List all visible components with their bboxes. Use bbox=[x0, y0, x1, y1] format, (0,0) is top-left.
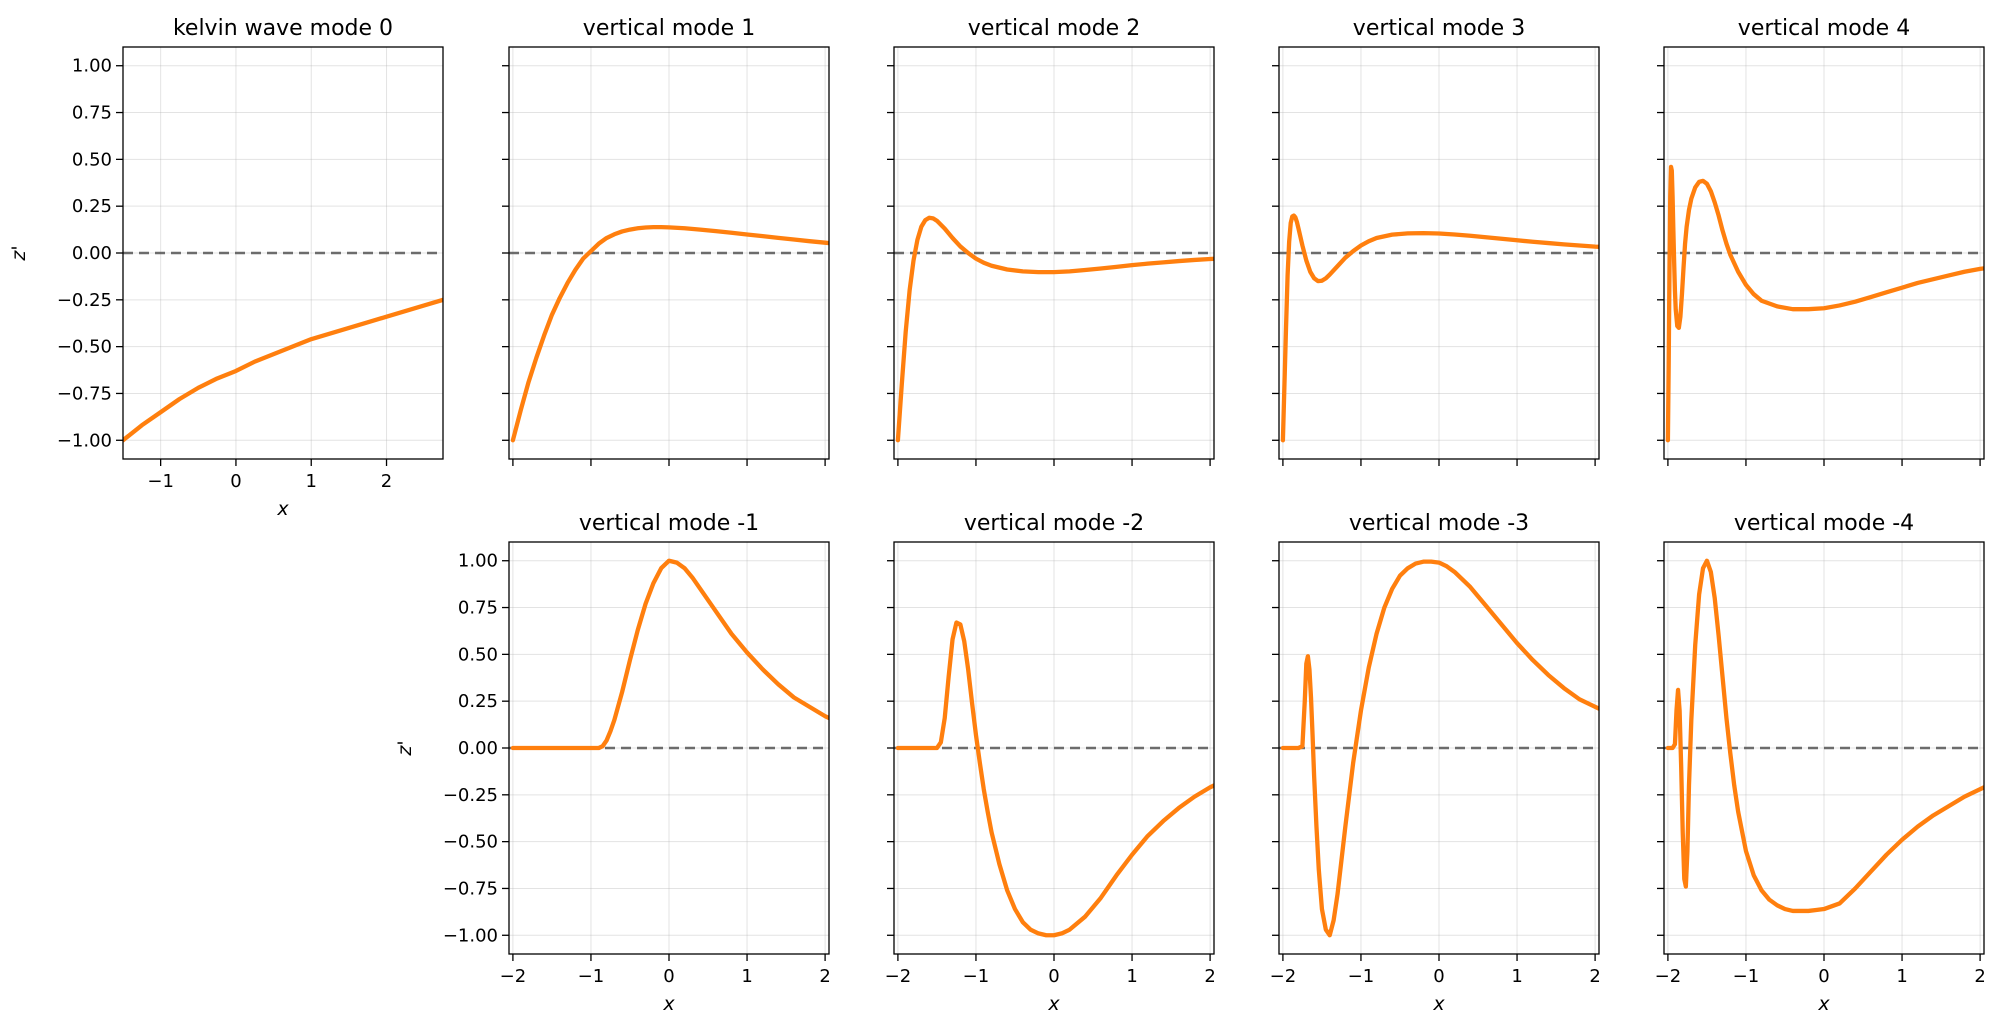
panel-8-xtick-label-4: 2 bbox=[1974, 966, 1985, 987]
panel-8-xtick-label-1: −1 bbox=[1733, 966, 1760, 987]
panel-0-ytick-label-8: 1.00 bbox=[72, 56, 112, 77]
panel-5-xtick-label-1: −1 bbox=[578, 966, 605, 987]
panel-5-ytick-label-2: −0.50 bbox=[443, 832, 498, 853]
panel-6-series-line-0 bbox=[895, 620, 1214, 938]
panel-5-ytick-label-1: −0.75 bbox=[443, 878, 498, 899]
panel-5-xtick-label-4: 2 bbox=[819, 966, 830, 987]
panel-5-title: vertical mode -1 bbox=[579, 511, 759, 536]
panel-1-series-line-0 bbox=[510, 225, 829, 443]
panel-8-xtick-label-3: 1 bbox=[1896, 966, 1907, 987]
panel-6-xtick-label-1: −1 bbox=[963, 966, 990, 987]
panel-0-xlabel: x bbox=[276, 498, 289, 520]
panel-8: −2 −1 0 1 2 vertical mode -4 x bbox=[1655, 511, 1986, 1015]
panel-5-xtick-label-0: −2 bbox=[500, 966, 527, 987]
panel-1: vertical mode 1 bbox=[502, 16, 830, 466]
panel-6-xtick-label-0: −2 bbox=[885, 966, 912, 987]
panel-0-xtick-label-1: 0 bbox=[230, 471, 241, 492]
panel-5-ytick-label-0: −1.00 bbox=[443, 925, 498, 946]
panel-7-xlabel: x bbox=[1432, 993, 1445, 1015]
panel-7-xtick-label-1: −1 bbox=[1348, 966, 1375, 987]
panel-6-xtick-label-3: 1 bbox=[1126, 966, 1137, 987]
panel-6-xlabel: x bbox=[1047, 993, 1060, 1015]
panel-0-ytick-label-6: 0.50 bbox=[72, 149, 112, 170]
panel-0-ytick-label-2: −0.50 bbox=[57, 337, 112, 358]
panel-2-series-line-0 bbox=[895, 215, 1214, 443]
panel-5-ytick-label-4: 0.00 bbox=[458, 738, 498, 759]
panel-5-ytick-label-6: 0.50 bbox=[458, 644, 498, 665]
panel-6: −2 −1 0 1 2 vertical mode -2 x bbox=[885, 511, 1216, 1015]
panel-0-ytick-label-4: 0.00 bbox=[72, 243, 112, 264]
panel-5-series-line-0 bbox=[510, 558, 829, 751]
panel-8-title: vertical mode -4 bbox=[1734, 511, 1914, 536]
panel-5-ytick-label-7: 0.75 bbox=[458, 598, 498, 619]
panel-7-xtick-label-2: 0 bbox=[1433, 966, 1444, 987]
panel-0-ytick-label-0: −1.00 bbox=[57, 430, 112, 451]
panel-7-title: vertical mode -3 bbox=[1349, 511, 1529, 536]
panel-8-xlabel: x bbox=[1817, 993, 1830, 1015]
panel-5-xlabel: x bbox=[662, 993, 675, 1015]
panel-6-xtick-label-2: 0 bbox=[1048, 966, 1059, 987]
panel-6-title: vertical mode -2 bbox=[964, 511, 1144, 536]
panel-0-xtick-label-3: 2 bbox=[381, 471, 392, 492]
panel-8-xtick-label-2: 0 bbox=[1818, 966, 1829, 987]
panel-8-series-line-0 bbox=[1665, 558, 1984, 914]
panel-4-title: vertical mode 4 bbox=[1738, 16, 1910, 41]
panel-5-ytick-label-5: 0.25 bbox=[458, 691, 498, 712]
panel-3-series-line-0 bbox=[1280, 213, 1599, 443]
panel-4: vertical mode 4 bbox=[1657, 16, 1985, 466]
panel-2-title: vertical mode 2 bbox=[968, 16, 1140, 41]
panel-7-series-line-0 bbox=[1280, 559, 1599, 938]
panel-7: −2 −1 0 1 2 vertical mode -3 x bbox=[1270, 511, 1601, 1015]
panel-7-xtick-label-4: 2 bbox=[1589, 966, 1600, 987]
panel-0-ytick-label-7: 0.75 bbox=[72, 103, 112, 124]
panel-0: −1 0 1 2 −1.00 −0.75 −0.50 −0.25 0.00 0.25 0.50 0.7… bbox=[8, 16, 444, 520]
panel-8-xtick-label-0: −2 bbox=[1655, 966, 1682, 987]
panel-0-xtick-label-2: 1 bbox=[306, 471, 317, 492]
panel-5-xtick-label-2: 0 bbox=[663, 966, 674, 987]
panel-5-ytick-label-3: −0.25 bbox=[443, 785, 498, 806]
panel-3: vertical mode 3 bbox=[1272, 16, 1600, 466]
panel-2: vertical mode 2 bbox=[887, 16, 1215, 466]
panel-5: −2 −1 0 1 2 −1.00 −0.75 −0.50 −0.25 0.00 0.25 0.50 0… bbox=[394, 511, 831, 1015]
panel-4-series-line-0 bbox=[1665, 164, 1984, 443]
panel-7-xtick-label-0: −2 bbox=[1270, 966, 1297, 987]
panel-7-xtick-label-3: 1 bbox=[1511, 966, 1522, 987]
panel-3-title: vertical mode 3 bbox=[1353, 16, 1525, 41]
panel-0-series-line-0 bbox=[123, 297, 443, 443]
panel-0-ytick-label-5: 0.25 bbox=[72, 196, 112, 217]
panel-6-xtick-label-4: 2 bbox=[1204, 966, 1215, 987]
panel-5-ylabel: z' bbox=[394, 740, 416, 756]
panel-0-ytick-label-1: −0.75 bbox=[57, 383, 112, 404]
panel-0-title: kelvin wave mode 0 bbox=[173, 16, 393, 41]
panel-0-ytick-label-3: −0.25 bbox=[57, 290, 112, 311]
panel-5-ytick-label-8: 1.00 bbox=[458, 551, 498, 572]
panel-1-title: vertical mode 1 bbox=[583, 16, 755, 41]
panel-0-ylabel: z' bbox=[8, 245, 30, 261]
panel-5-xtick-label-3: 1 bbox=[741, 966, 752, 987]
panel-0-xtick-label-0: −1 bbox=[147, 471, 174, 492]
